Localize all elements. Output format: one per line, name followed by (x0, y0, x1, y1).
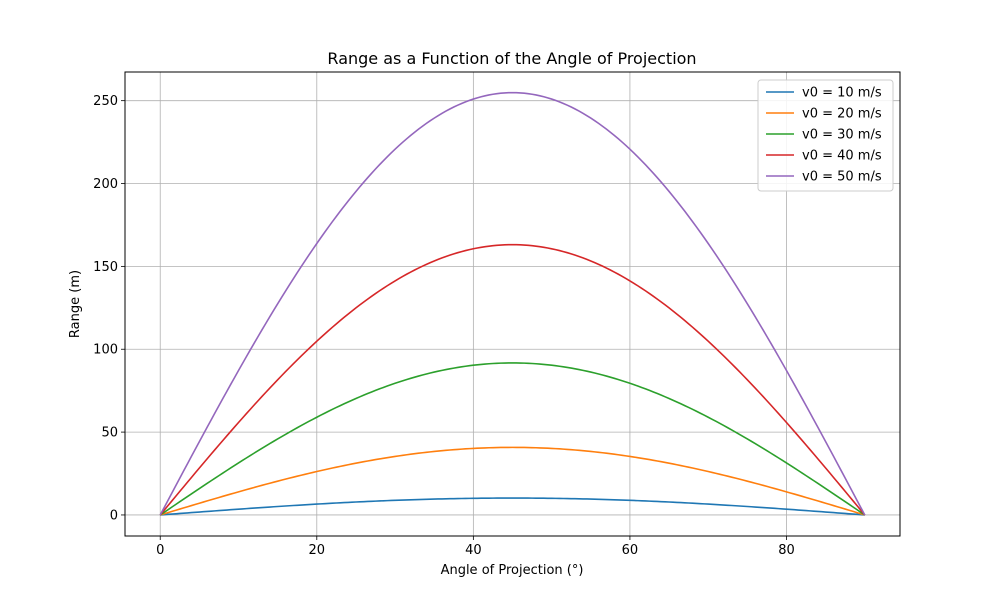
legend-label-v0-30: v0 = 30 m/s (802, 128, 882, 143)
y-tick-label-3: 150 (93, 260, 118, 275)
x-tick-label-4: 80 (778, 543, 795, 558)
y-tick-label-4: 200 (93, 177, 118, 192)
y-tick-label-2: 100 (93, 343, 118, 358)
y-axis-label: Range (m) (68, 270, 83, 338)
series-line-v0-40 (159, 243, 866, 516)
series-line-v0-10 (160, 497, 865, 516)
series-lines (159, 91, 866, 516)
legend-label-v0-40: v0 = 40 m/s (802, 149, 882, 164)
legend-box (757, 79, 894, 192)
x-tick-label-1: 20 (309, 543, 326, 558)
y-axis-ticks: 0 50 100 150 200 250 (93, 94, 125, 523)
legend-label-v0-20: v0 = 20 m/s (802, 107, 882, 122)
legend-label-v0-50: v0 = 50 m/s (802, 170, 882, 185)
x-tick-label-3: 60 (622, 543, 639, 558)
y-tick-label-0: 0 (110, 508, 118, 523)
legend: v0 = 10 m/s v0 = 20 m/s v0 = 30 m/s v0 = 40… (757, 79, 894, 192)
x-tick-label-0: 0 (156, 543, 164, 558)
legend-label-v0-10: v0 = 10 m/s (802, 86, 882, 101)
x-tick-label-2: 40 (465, 543, 482, 558)
x-axis-label: Angle of Projection (°) (441, 563, 584, 578)
chart-title: Range as a Function of the Angle of Proj… (327, 49, 696, 68)
y-tick-label-1: 50 (101, 426, 118, 441)
series-line-v0-30 (159, 362, 866, 516)
series-line-v0-50 (159, 91, 866, 516)
plot-frame (124, 71, 901, 537)
y-tick-label-5: 250 (93, 94, 118, 109)
x-axis-ticks: 0 20 40 60 80 (156, 536, 795, 558)
series-line-v0-20 (160, 446, 865, 516)
